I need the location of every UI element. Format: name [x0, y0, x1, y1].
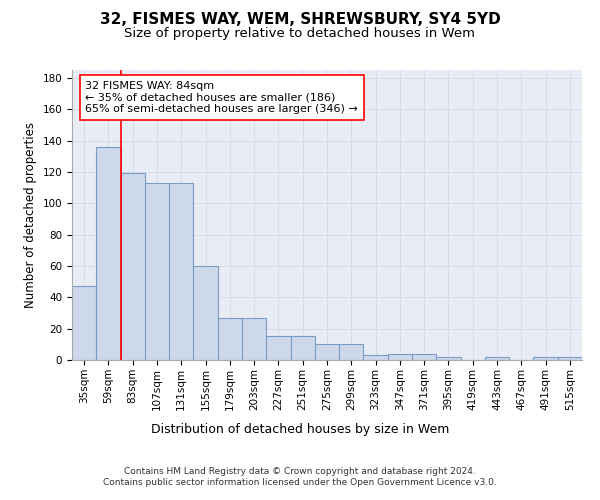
Bar	[339, 344, 364, 360]
Text: 32 FISMES WAY: 84sqm
← 35% of detached houses are smaller (186)
65% of semi-deta: 32 FISMES WAY: 84sqm ← 35% of detached h…	[85, 81, 358, 114]
Bar	[193, 266, 218, 360]
Text: Distribution of detached houses by size in Wem: Distribution of detached houses by size …	[151, 422, 449, 436]
Bar	[533, 357, 558, 360]
Y-axis label: Number of detached properties: Number of detached properties	[24, 122, 37, 308]
Bar	[145, 183, 169, 360]
Bar	[121, 174, 145, 360]
Bar	[364, 356, 388, 360]
Bar	[388, 354, 412, 360]
Bar	[290, 336, 315, 360]
Bar	[72, 286, 96, 360]
Bar	[218, 318, 242, 360]
Bar	[412, 354, 436, 360]
Bar	[436, 357, 461, 360]
Bar	[558, 357, 582, 360]
Bar	[242, 318, 266, 360]
Text: Size of property relative to detached houses in Wem: Size of property relative to detached ho…	[125, 28, 476, 40]
Text: Contains HM Land Registry data © Crown copyright and database right 2024.
Contai: Contains HM Land Registry data © Crown c…	[103, 468, 497, 487]
Bar	[266, 336, 290, 360]
Bar	[169, 183, 193, 360]
Bar	[315, 344, 339, 360]
Text: 32, FISMES WAY, WEM, SHREWSBURY, SY4 5YD: 32, FISMES WAY, WEM, SHREWSBURY, SY4 5YD	[100, 12, 500, 28]
Bar	[485, 357, 509, 360]
Bar	[96, 147, 121, 360]
